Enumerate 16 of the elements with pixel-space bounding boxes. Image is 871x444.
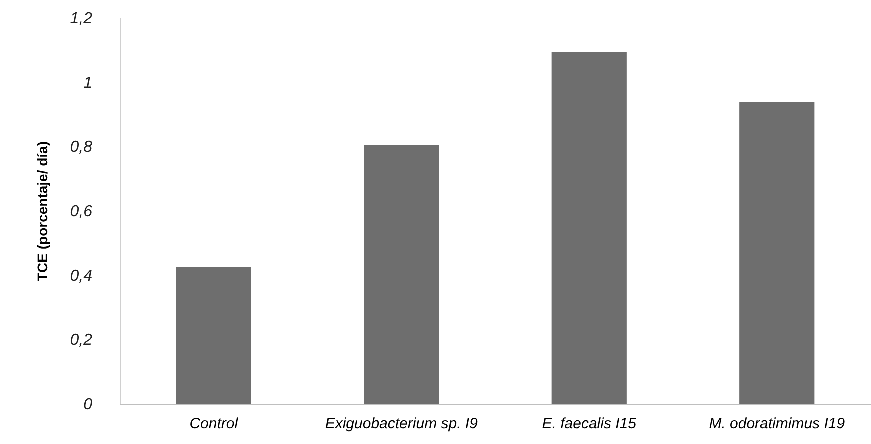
bar (740, 102, 815, 404)
x-tick-label: Control (190, 416, 239, 432)
y-tick-label: 0,6 (70, 204, 93, 220)
bar (176, 267, 252, 404)
y-tick-label: 0 (84, 396, 93, 414)
y-tick-label: 0,2 (70, 332, 93, 350)
y-tick-label: 0,8 (70, 139, 93, 156)
y-tick-label: 0,4 (70, 268, 93, 285)
x-tick-label: M. odoratimimus I19 (709, 416, 846, 432)
bar (364, 145, 440, 404)
x-tick-label: E. faecalis I15 (542, 416, 638, 432)
bar (552, 52, 627, 404)
y-axis-title: TCE (porcentaje/ día) (34, 141, 50, 282)
y-tick-label: 1,2 (70, 10, 93, 28)
y-tick-label: 1 (84, 74, 92, 92)
x-tick-label: Exiguobacterium sp. I9 (325, 416, 479, 432)
